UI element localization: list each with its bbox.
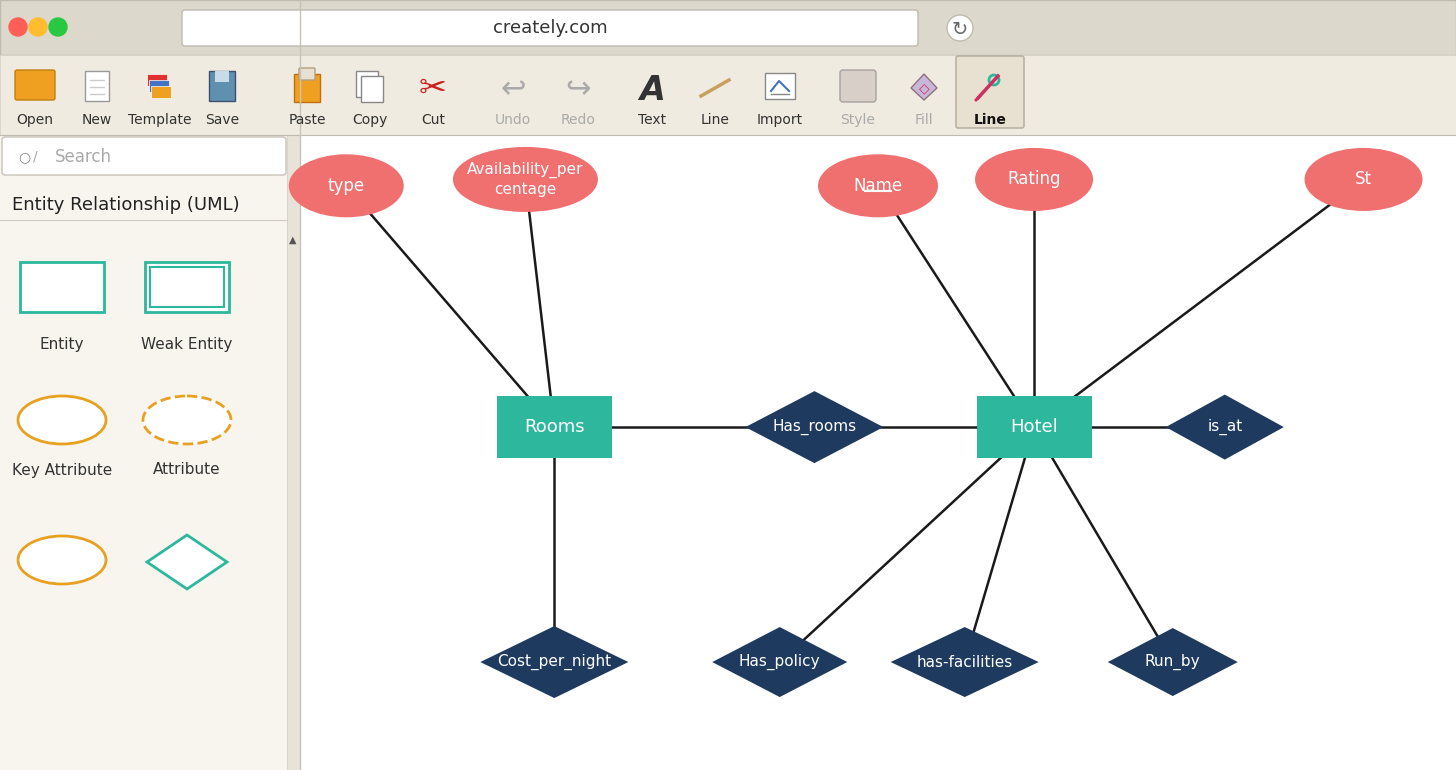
FancyBboxPatch shape	[840, 70, 877, 102]
FancyBboxPatch shape	[149, 80, 169, 92]
Text: Availability_per
centage: Availability_per centage	[467, 162, 584, 197]
FancyBboxPatch shape	[0, 55, 1456, 135]
Text: /: /	[32, 150, 38, 164]
FancyBboxPatch shape	[361, 76, 383, 102]
FancyBboxPatch shape	[20, 262, 103, 312]
Polygon shape	[891, 627, 1038, 697]
Text: Cut: Cut	[421, 113, 446, 127]
Text: ↩: ↩	[501, 75, 526, 105]
Text: Has_rooms: Has_rooms	[772, 419, 856, 435]
FancyBboxPatch shape	[287, 135, 300, 770]
FancyBboxPatch shape	[146, 262, 229, 312]
Text: has-facilities: has-facilities	[917, 654, 1013, 670]
Text: Attribute: Attribute	[153, 463, 221, 477]
FancyBboxPatch shape	[210, 71, 234, 101]
Text: Weak Entity: Weak Entity	[141, 337, 233, 353]
Text: ○: ○	[17, 150, 31, 164]
Text: ◇: ◇	[919, 81, 929, 95]
Text: Save: Save	[205, 113, 239, 127]
Text: Cost_per_night: Cost_per_night	[498, 654, 612, 670]
Ellipse shape	[453, 147, 598, 212]
Text: Style: Style	[840, 113, 875, 127]
Text: Text: Text	[638, 113, 665, 127]
Text: type: type	[328, 177, 365, 195]
Text: ✂: ✂	[419, 72, 447, 105]
Polygon shape	[745, 391, 884, 463]
Text: Entity: Entity	[39, 337, 84, 353]
Text: A: A	[639, 73, 665, 106]
Text: Search: Search	[55, 148, 112, 166]
Text: is_at: is_at	[1207, 419, 1242, 435]
Ellipse shape	[17, 396, 106, 444]
Polygon shape	[712, 627, 847, 697]
Text: Hotel: Hotel	[1010, 418, 1059, 436]
Polygon shape	[480, 626, 629, 698]
Ellipse shape	[143, 396, 232, 444]
FancyBboxPatch shape	[298, 68, 314, 80]
Text: Copy: Copy	[352, 113, 387, 127]
Text: Has_policy: Has_policy	[740, 654, 821, 670]
Text: creately.com: creately.com	[492, 19, 607, 37]
FancyBboxPatch shape	[957, 56, 1024, 128]
Polygon shape	[911, 74, 938, 100]
Polygon shape	[1166, 394, 1284, 460]
FancyBboxPatch shape	[84, 71, 109, 101]
FancyBboxPatch shape	[0, 135, 300, 770]
FancyBboxPatch shape	[215, 71, 229, 82]
Text: Undo: Undo	[495, 113, 531, 127]
Text: New: New	[82, 113, 112, 127]
Text: Key Attribute: Key Attribute	[12, 463, 112, 477]
FancyBboxPatch shape	[300, 135, 1456, 770]
FancyBboxPatch shape	[147, 74, 167, 86]
Text: Name: Name	[853, 177, 903, 195]
Text: Open: Open	[16, 113, 54, 127]
Polygon shape	[147, 535, 227, 589]
Text: Run_by: Run_by	[1144, 654, 1201, 670]
Text: Rooms: Rooms	[524, 418, 585, 436]
FancyBboxPatch shape	[977, 396, 1092, 458]
Ellipse shape	[818, 154, 938, 217]
FancyBboxPatch shape	[764, 73, 795, 99]
Circle shape	[9, 18, 28, 36]
Text: Redo: Redo	[561, 113, 596, 127]
Text: Paste: Paste	[288, 113, 326, 127]
Text: Import: Import	[757, 113, 804, 127]
Text: Fill: Fill	[914, 113, 933, 127]
FancyBboxPatch shape	[357, 71, 379, 97]
Text: St: St	[1356, 170, 1372, 189]
Ellipse shape	[288, 154, 403, 217]
Ellipse shape	[1305, 148, 1423, 211]
Text: Line: Line	[974, 113, 1006, 127]
Polygon shape	[1108, 628, 1238, 696]
Ellipse shape	[17, 536, 106, 584]
Text: Template: Template	[128, 113, 192, 127]
Ellipse shape	[976, 148, 1093, 211]
Circle shape	[29, 18, 47, 36]
FancyBboxPatch shape	[0, 0, 1456, 55]
Circle shape	[946, 15, 973, 41]
Text: Rating: Rating	[1008, 170, 1061, 189]
Text: Entity Relationship (UML): Entity Relationship (UML)	[12, 196, 240, 214]
FancyBboxPatch shape	[151, 86, 170, 98]
Text: ▲: ▲	[290, 235, 297, 245]
Text: ↪: ↪	[565, 75, 591, 105]
Text: Line: Line	[700, 113, 729, 127]
Text: ↻: ↻	[952, 19, 968, 38]
FancyBboxPatch shape	[496, 396, 612, 458]
Circle shape	[50, 18, 67, 36]
FancyBboxPatch shape	[182, 10, 917, 46]
FancyBboxPatch shape	[15, 70, 55, 100]
FancyBboxPatch shape	[150, 267, 224, 307]
FancyBboxPatch shape	[294, 74, 320, 102]
FancyBboxPatch shape	[1, 137, 285, 175]
